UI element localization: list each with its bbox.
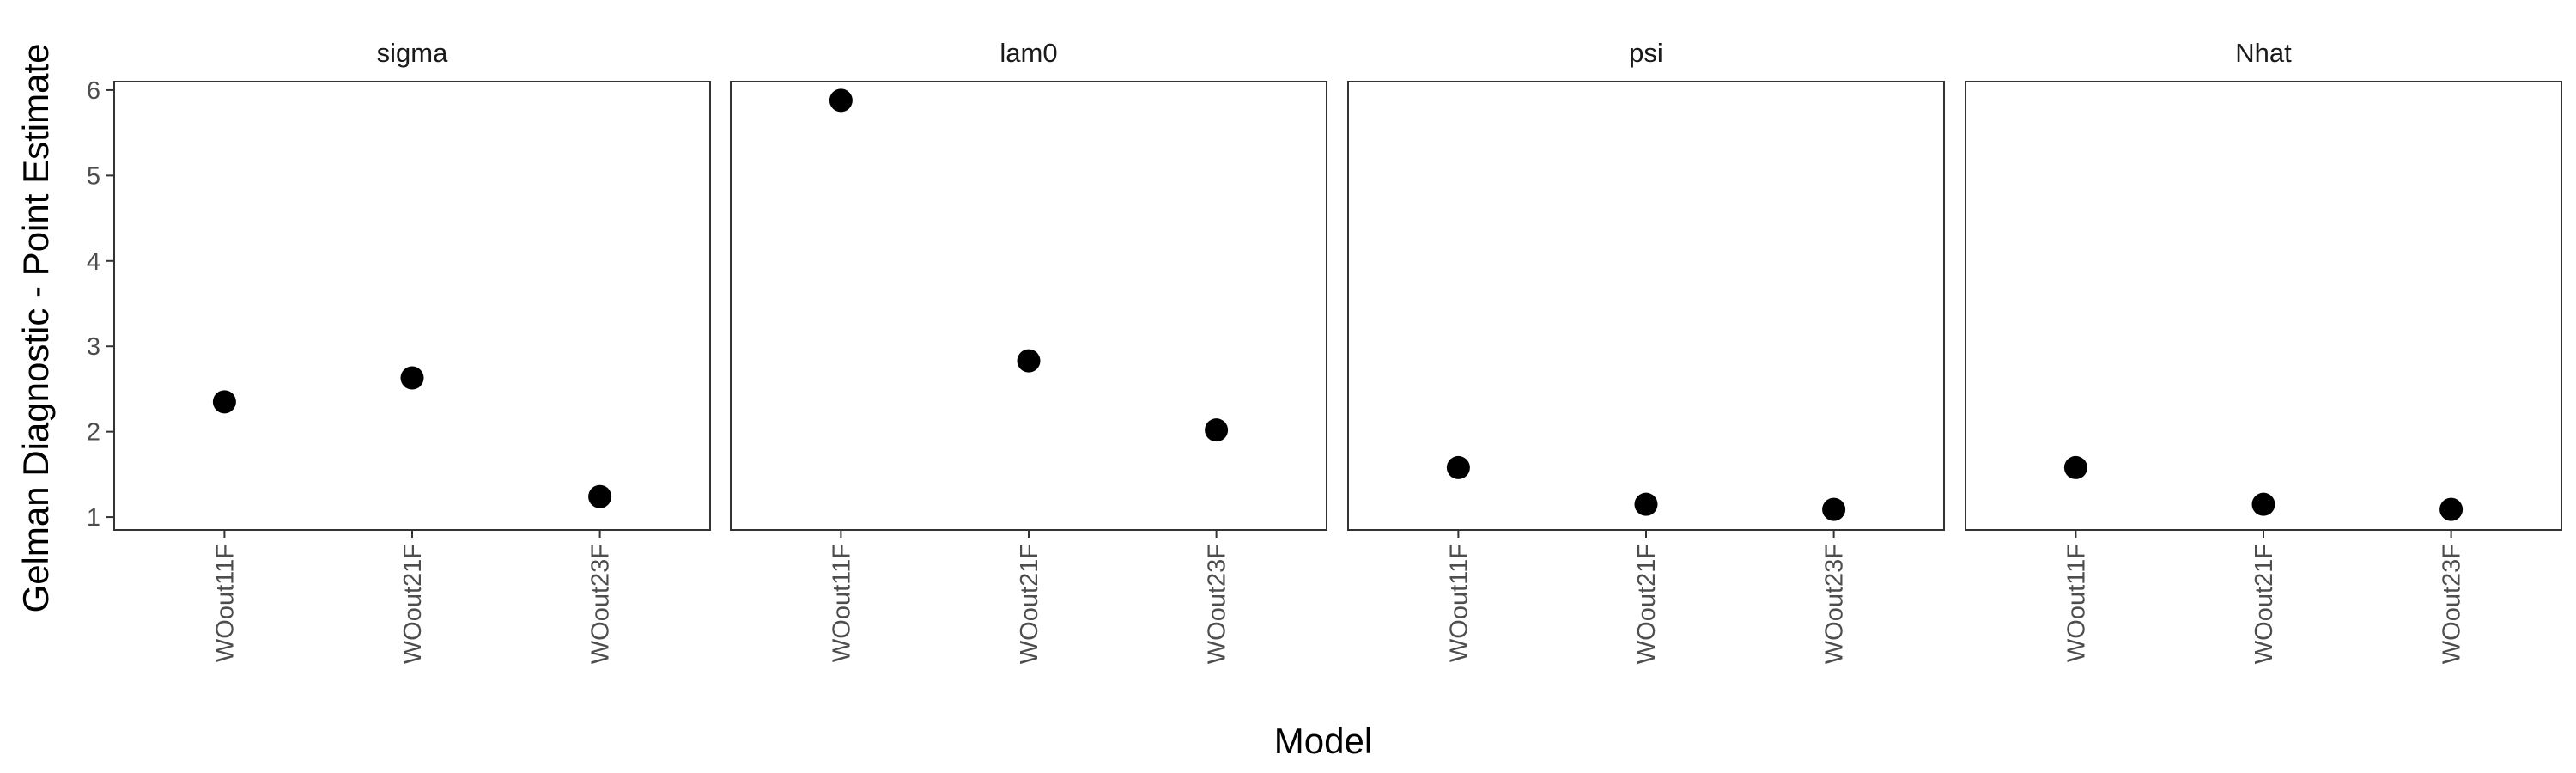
facet-panel-Nhat: Nhat WOout11F WOout21F WOout23F	[1965, 38, 2562, 664]
y-tick-label: 6	[87, 77, 100, 105]
panel-border	[1965, 81, 2562, 531]
y-tick-label: 3	[87, 333, 100, 361]
x-tick-label: WOout23F	[1204, 544, 1231, 664]
panel-border	[113, 81, 711, 531]
x-tick-label: WOout11F	[828, 544, 855, 662]
x-tick-label: WOout11F	[211, 544, 239, 662]
facet-strip-label: sigma	[377, 38, 448, 68]
y-axis-title: Gelman Diagnostic - Point Estimate	[15, 44, 56, 613]
data-point	[588, 484, 612, 508]
data-point	[1446, 455, 1470, 479]
facet-panels: sigma WOout11F WOout21F WOout23F lam0 WOout11…	[113, 38, 2562, 664]
data-point	[2439, 497, 2464, 521]
data-point	[829, 88, 853, 113]
facet-panel-lam0: lam0 WOout11F WOout21F WOout23F	[730, 38, 1327, 664]
y-tick-label: 4	[87, 248, 100, 276]
facet-panel-psi: psi WOout11F WOout21F WOout23F	[1347, 38, 1945, 664]
data-point	[1822, 497, 1846, 521]
x-tick-label: WOout11F	[2063, 544, 2090, 662]
x-tick-label: WOout23F	[2439, 544, 2466, 664]
data-point	[400, 366, 424, 390]
facet-panel-sigma: sigma WOout11F WOout21F WOout23F	[113, 38, 711, 664]
y-axis: 1 2 3 4 5 6	[87, 77, 114, 532]
y-tick-label: 1	[87, 504, 100, 532]
x-tick-label: WOout21F	[1633, 544, 1661, 664]
data-point	[1017, 349, 1041, 373]
facet-strip-label: lam0	[999, 38, 1057, 68]
data-point	[212, 390, 236, 414]
data-point	[1634, 492, 1658, 516]
x-axis-title: Model	[1274, 721, 1372, 761]
y-tick-label: 2	[87, 419, 100, 447]
panel-border	[1347, 81, 1945, 531]
panel-border	[730, 81, 1327, 531]
facet-strip-label: Nhat	[2235, 38, 2292, 68]
facet-strip-label: psi	[1629, 38, 1663, 68]
x-tick-label: WOout11F	[1445, 544, 1473, 662]
x-tick-label: WOout23F	[587, 544, 615, 664]
data-point	[2063, 455, 2087, 479]
data-point	[2251, 492, 2275, 516]
x-tick-label: WOout21F	[2251, 544, 2278, 664]
x-tick-label: WOout23F	[1821, 544, 1849, 664]
y-tick-label: 5	[87, 162, 100, 190]
x-tick-label: WOout21F	[399, 544, 427, 664]
x-tick-label: WOout21F	[1016, 544, 1043, 664]
data-point	[1205, 418, 1229, 442]
